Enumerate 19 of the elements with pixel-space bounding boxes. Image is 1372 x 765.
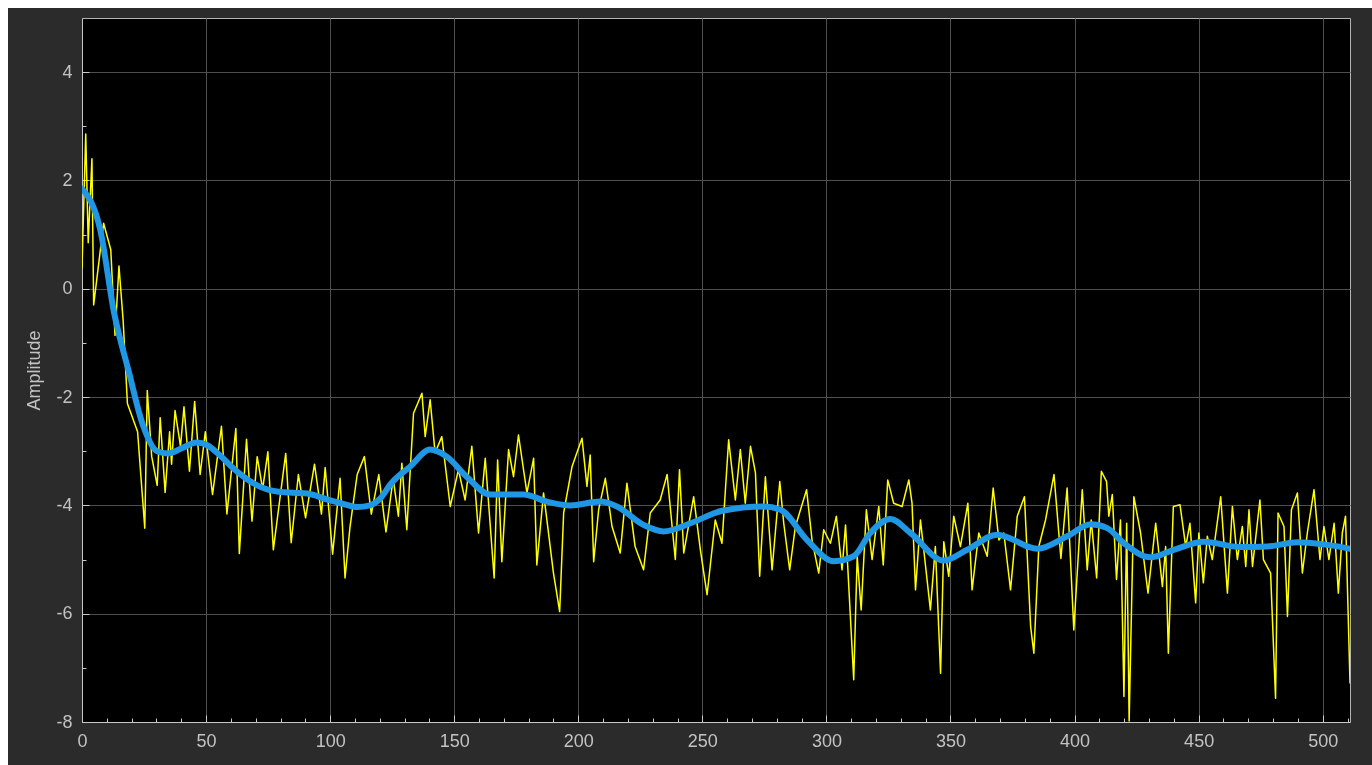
x-tick-label: 400 — [1060, 730, 1091, 751]
y-axis-title: Amplitude — [24, 330, 45, 411]
y-tick-label: -6 — [56, 603, 73, 624]
x-tick-label: 350 — [935, 730, 967, 751]
x-tick-label: 50 — [196, 730, 217, 751]
y-tick-label: 4 — [62, 61, 73, 82]
y-tick-label: 0 — [62, 278, 73, 299]
y-tick-label: 2 — [62, 169, 73, 190]
x-tick-label: 450 — [1184, 730, 1215, 751]
y-tick-label: -4 — [56, 494, 73, 515]
x-tick-label: 500 — [1308, 730, 1339, 751]
x-tick-label: 250 — [687, 730, 718, 751]
x-tick-label: 300 — [811, 730, 842, 751]
y-tick-label: -2 — [56, 386, 73, 407]
x-tick-label: 0 — [77, 730, 88, 751]
x-tick-label: 100 — [315, 730, 346, 751]
y-tick-label: -8 — [56, 711, 73, 732]
x-tick-label: 150 — [439, 730, 470, 751]
x-tick-label: 200 — [563, 730, 594, 751]
